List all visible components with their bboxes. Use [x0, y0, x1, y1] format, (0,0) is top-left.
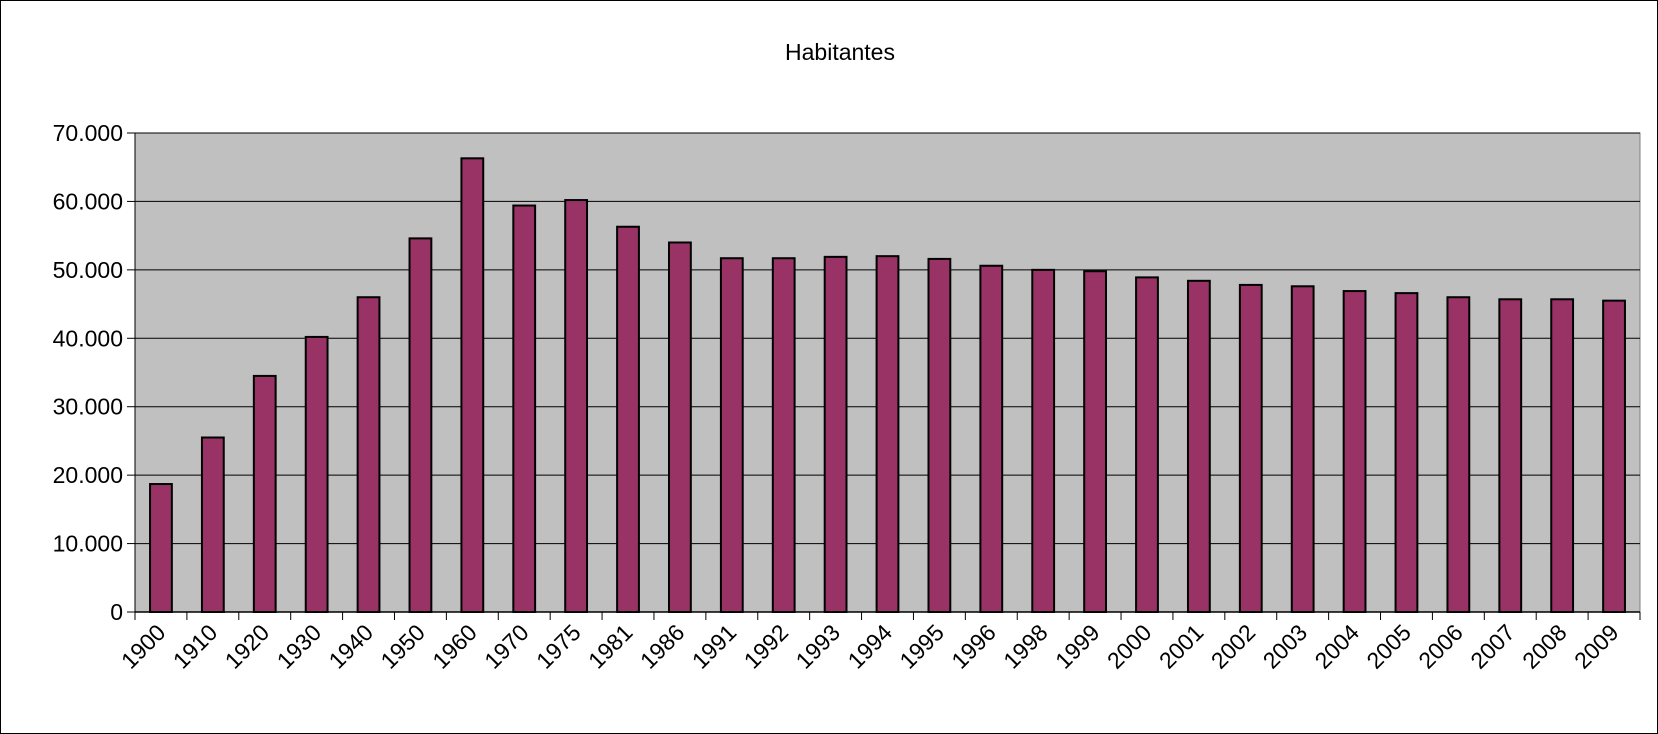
bar-1986: [668, 241, 692, 613]
plot-area: 0 10.000 20.000 30.000 40.000 50.000 60.000 70.…: [53, 120, 1641, 674]
bar-2000: [1135, 276, 1159, 613]
bar-1995: [927, 257, 952, 613]
bar-1993: [823, 255, 848, 613]
bar-2004: [1342, 290, 1367, 613]
bar-1992: [771, 257, 796, 613]
y-tick-label: 70.000: [53, 120, 123, 146]
bar-2003: [1290, 285, 1315, 613]
y-tick-label: 10.000: [53, 531, 123, 557]
bar-1981: [616, 225, 640, 614]
bar-1920: [252, 374, 277, 613]
bar-1960: [460, 157, 485, 613]
bar-1991: [719, 257, 744, 613]
y-tick-label: 30.000: [53, 394, 123, 420]
bar-1900: [149, 483, 173, 613]
bar-2007: [1498, 298, 1523, 613]
y-tick-label: 0: [110, 599, 123, 625]
bar-2005: [1394, 292, 1419, 613]
bar-1970: [512, 204, 537, 614]
bar-2002: [1238, 283, 1263, 613]
bar-1998: [1031, 268, 1056, 613]
bar-1994: [875, 255, 900, 613]
bar-2006: [1446, 296, 1471, 613]
bar-1996: [979, 264, 1004, 613]
y-tick-label: 40.000: [53, 325, 123, 351]
y-tick-label: 50.000: [53, 257, 123, 283]
bar-2008: [1550, 298, 1575, 613]
bar-1999: [1083, 270, 1107, 613]
chart-title: Habitantes: [785, 39, 895, 65]
bar-1950: [408, 237, 433, 613]
bar-1975: [564, 199, 589, 613]
y-tick-label: 60.000: [53, 188, 123, 214]
y-tick-label: 20.000: [53, 462, 123, 488]
bar-1930: [304, 335, 329, 613]
bar-1940: [356, 296, 381, 613]
bar-2009: [1602, 299, 1626, 613]
bar-2001: [1186, 279, 1211, 613]
bar-1910: [200, 436, 225, 613]
